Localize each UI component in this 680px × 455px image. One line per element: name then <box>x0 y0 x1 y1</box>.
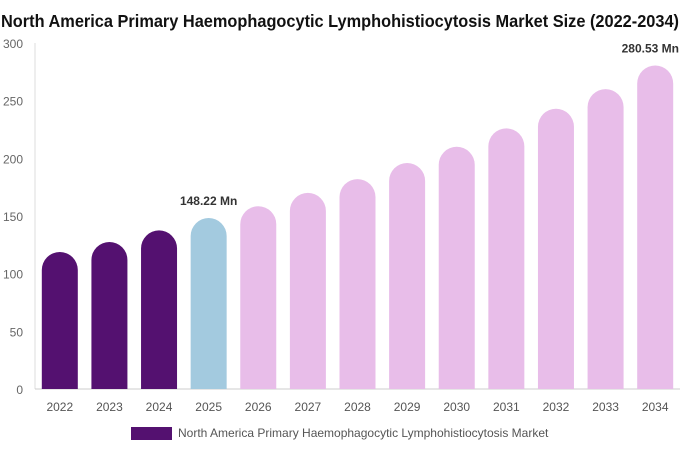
x-tick-label: 2024 <box>146 400 173 414</box>
x-tick-label: 2025 <box>195 400 222 414</box>
bar-2031 <box>488 128 525 389</box>
bar-2034 <box>637 65 674 390</box>
x-tick-label: 2028 <box>344 400 371 414</box>
chart-title: North America Primary Haemophagocytic Ly… <box>1 11 679 31</box>
bar-2026 <box>240 206 277 389</box>
legend-swatch <box>131 427 172 440</box>
bar-2028 <box>339 179 376 389</box>
bar-2022 <box>41 251 78 389</box>
y-tick-label: 250 <box>3 95 23 109</box>
bar-2025 <box>190 218 227 389</box>
bar-2029 <box>389 162 426 389</box>
x-tick-label: 2027 <box>295 400 322 414</box>
x-tick-label: 2034 <box>642 400 669 414</box>
bar-2023 <box>91 241 128 389</box>
x-tick-label: 2029 <box>394 400 421 414</box>
y-tick-label: 300 <box>3 37 23 51</box>
y-tick-label: 200 <box>3 152 23 166</box>
x-tick-label: 2032 <box>543 400 570 414</box>
bar-2027 <box>289 192 326 389</box>
y-tick-label: 50 <box>10 325 24 339</box>
bar-2033 <box>587 89 624 389</box>
y-tick-label: 0 <box>16 383 23 397</box>
x-tick-label: 2026 <box>245 400 272 414</box>
y-tick-label: 150 <box>3 210 23 224</box>
x-tick-label: 2022 <box>46 400 73 414</box>
bar-2024 <box>141 230 178 389</box>
data-label: 280.53 Mn <box>622 41 679 55</box>
x-tick-label: 2023 <box>96 400 123 414</box>
x-tick-label: 2033 <box>592 400 619 414</box>
x-tick-label: 2030 <box>443 400 470 414</box>
data-label: 148.22 Mn <box>180 194 237 208</box>
bar-2030 <box>438 146 475 389</box>
legend-label: North America Primary Haemophagocytic Ly… <box>178 426 549 440</box>
bar-2032 <box>537 108 574 390</box>
x-tick-label: 2031 <box>493 400 520 414</box>
y-tick-label: 100 <box>3 268 23 282</box>
